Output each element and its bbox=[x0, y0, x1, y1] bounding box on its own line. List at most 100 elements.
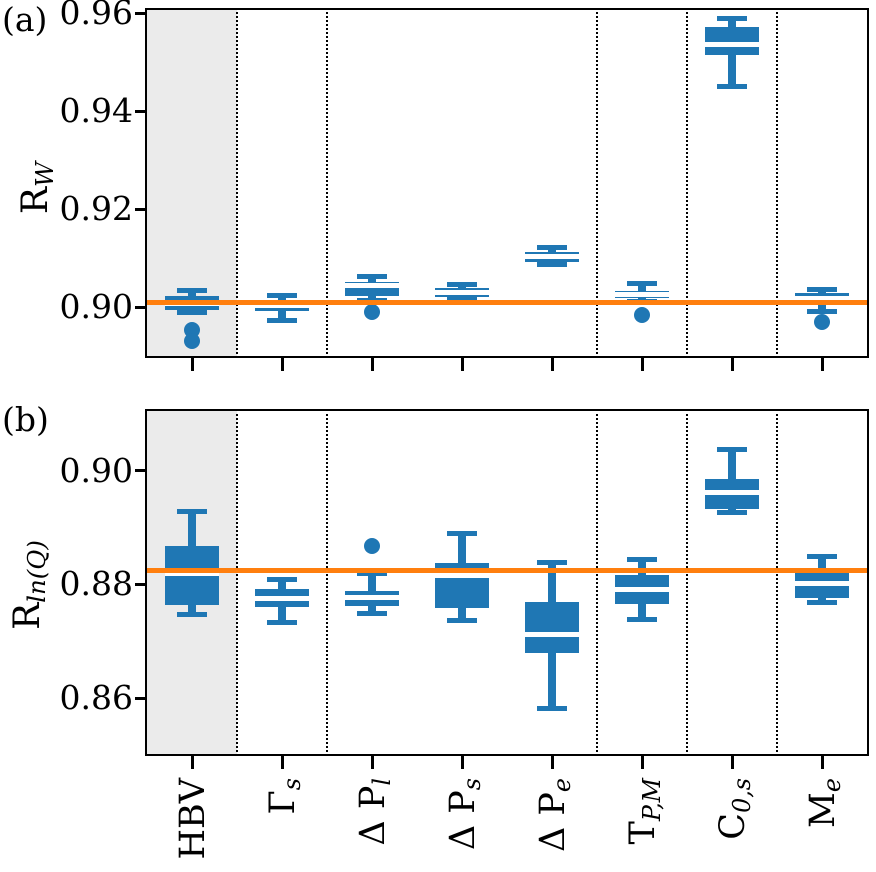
x-tick-label-5-sub: P,M bbox=[637, 778, 666, 822]
box-a-2-median-line bbox=[345, 283, 399, 289]
box-a-3-lower-cap bbox=[447, 297, 477, 303]
box-b-0-median-line bbox=[165, 571, 219, 577]
y-tick-mark bbox=[135, 469, 145, 473]
box-a-6-iqr-box bbox=[705, 26, 759, 55]
box-a-7-upper-cap bbox=[807, 286, 837, 292]
x-tick-label-4-sub: e bbox=[547, 778, 576, 793]
x-tick-mark bbox=[460, 756, 465, 769]
y-axis-label-b-main: R bbox=[7, 602, 48, 630]
x-tick-mark bbox=[550, 358, 555, 371]
box-b-1-median-line bbox=[255, 595, 309, 601]
x-tick-label-1-sub: s bbox=[277, 778, 306, 791]
box-a-6-median-line bbox=[705, 42, 759, 48]
box-b-4-iqr-box bbox=[525, 601, 579, 654]
box-a-1-lower-cap bbox=[267, 317, 297, 323]
box-b-1-upper-cap bbox=[267, 577, 297, 583]
category-separator-line bbox=[326, 10, 328, 356]
x-tick-mark bbox=[460, 358, 465, 371]
box-a-1-upper-cap bbox=[267, 292, 297, 298]
boxplot-panel-b bbox=[145, 409, 869, 756]
box-b-4-upper-cap bbox=[537, 560, 567, 566]
x-tick-mark bbox=[820, 756, 825, 769]
y-tick-label: 0.90 bbox=[59, 450, 133, 490]
box-a-0-lower-cap bbox=[177, 309, 207, 315]
box-b-5-lower-cap bbox=[627, 617, 657, 623]
box-b-4-lower-cap bbox=[537, 705, 567, 711]
box-a-3-upper-cap bbox=[447, 281, 477, 287]
box-b-1-lower-cap bbox=[267, 620, 297, 626]
box-a-5-outlier-0 bbox=[634, 307, 650, 324]
y-tick-label: 0.94 bbox=[59, 91, 133, 131]
box-a-7-outlier-0 bbox=[814, 314, 830, 331]
x-tick-mark bbox=[190, 756, 195, 769]
box-b-7-lower-cap bbox=[807, 600, 837, 606]
x-tick-label-7-main: M bbox=[802, 792, 843, 828]
category-separator-line bbox=[776, 411, 778, 754]
box-a-2-upper-cap bbox=[357, 273, 387, 279]
category-separator-line bbox=[236, 10, 238, 356]
box-a-4-median-line bbox=[525, 254, 579, 260]
category-separator-line bbox=[326, 411, 328, 754]
x-tick-mark bbox=[640, 756, 645, 769]
y-tick-mark bbox=[135, 582, 145, 586]
box-b-4-median-line bbox=[525, 632, 579, 638]
reference-line-b bbox=[147, 567, 867, 573]
box-b-2-median-line bbox=[345, 594, 399, 600]
x-tick-label-2: Δ Pl bbox=[353, 778, 402, 846]
x-tick-label-3-main: Δ P bbox=[442, 790, 483, 851]
box-a-4-upper-cap bbox=[537, 245, 567, 251]
y-tick-mark bbox=[135, 696, 145, 700]
y-tick-label: 0.86 bbox=[59, 678, 133, 718]
x-tick-label-2-main: Δ P bbox=[352, 785, 393, 846]
x-tick-label-7-sub: e bbox=[817, 778, 846, 793]
y-tick-label: 0.88 bbox=[59, 564, 133, 604]
category-separator-line bbox=[686, 411, 688, 754]
x-tick-mark bbox=[190, 358, 195, 371]
box-a-0-upper-cap bbox=[177, 288, 207, 294]
x-tick-label-5-main: T bbox=[622, 821, 663, 845]
reference-line-a bbox=[147, 300, 867, 306]
box-b-5-upper-cap bbox=[627, 556, 657, 562]
x-tick-label-6-main: C bbox=[712, 812, 753, 840]
box-b-3-upper-cap bbox=[447, 530, 477, 536]
box-b-6-median-line bbox=[705, 490, 759, 496]
box-b-6-upper-cap bbox=[717, 446, 747, 452]
box-b-7-upper-cap bbox=[807, 553, 837, 559]
box-b-2-lower-cap bbox=[357, 611, 387, 616]
category-separator-line bbox=[596, 10, 598, 356]
x-tick-mark bbox=[730, 358, 735, 371]
x-tick-mark bbox=[370, 756, 375, 769]
x-tick-label-1: Γs bbox=[263, 778, 312, 815]
x-tick-mark bbox=[280, 756, 285, 769]
box-b-3-lower-cap bbox=[447, 617, 477, 623]
box-b-3-median-line bbox=[435, 572, 489, 578]
category-separator-line bbox=[236, 411, 238, 754]
x-tick-label-5: TP,M bbox=[623, 778, 672, 844]
x-tick-label-3-sub: s bbox=[457, 778, 486, 791]
box-a-7-median-line bbox=[795, 295, 849, 301]
x-tick-label-2-sub: l bbox=[367, 778, 396, 786]
y-tick-mark bbox=[135, 207, 145, 211]
box-a-6-upper-cap bbox=[717, 16, 747, 22]
box-b-0-upper-cap bbox=[177, 508, 207, 514]
box-a-4-lower-cap bbox=[537, 262, 567, 268]
box-b-2-upper-cap bbox=[357, 571, 387, 577]
box-a-6-lower-cap bbox=[717, 83, 747, 89]
box-b-5-median-line bbox=[615, 586, 669, 592]
box-a-5-median-line bbox=[615, 292, 669, 298]
y-tick-mark bbox=[135, 11, 145, 15]
x-tick-label-1-main: Γ bbox=[262, 790, 303, 815]
box-a-2-outlier-0 bbox=[364, 304, 380, 321]
x-tick-label-0: HBV bbox=[173, 778, 213, 860]
box-a-5-upper-cap bbox=[627, 280, 657, 286]
x-tick-label-7: Me bbox=[803, 778, 852, 828]
y-tick-mark bbox=[135, 305, 145, 309]
x-tick-label-4: Δ Pe bbox=[533, 778, 582, 852]
x-tick-label-6-sub: 0,s bbox=[727, 778, 756, 813]
y-tick-label: 0.92 bbox=[59, 189, 133, 229]
box-a-1-median-line bbox=[255, 303, 309, 309]
y-axis-label-a-sub: W bbox=[30, 161, 60, 188]
box-b-7-median-line bbox=[795, 581, 849, 587]
box-b-6-lower-cap bbox=[717, 510, 747, 516]
x-tick-mark bbox=[550, 756, 555, 769]
